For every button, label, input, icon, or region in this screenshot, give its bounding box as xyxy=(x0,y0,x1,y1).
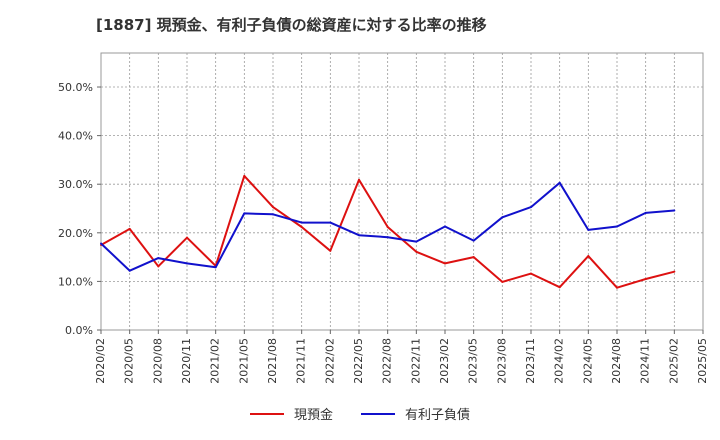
x-tick-label: 2022/11 xyxy=(409,338,422,384)
x-tick-label: 2020/02 xyxy=(94,338,107,384)
y-tick-label: 50.0% xyxy=(58,81,93,94)
data-point xyxy=(243,212,246,215)
data-point xyxy=(157,257,160,260)
x-tick-label: 2025/05 xyxy=(696,338,709,384)
x-tick-label: 2023/08 xyxy=(495,338,508,384)
x-tick-label: 2021/05 xyxy=(237,338,250,384)
data-point xyxy=(644,277,647,280)
legend-label-cash: 現預金 xyxy=(293,408,333,423)
data-point xyxy=(501,280,504,283)
data-point xyxy=(329,221,332,224)
data-point xyxy=(128,269,131,272)
data-point xyxy=(186,236,188,239)
data-point xyxy=(300,225,303,228)
data-point xyxy=(214,266,217,269)
plot-area xyxy=(100,52,704,331)
legend: 現預金 有利子負債 xyxy=(0,404,720,423)
x-tick-label: 2021/08 xyxy=(266,338,279,384)
y-tick-label: 10.0% xyxy=(58,275,93,288)
y-tick-label: 20.0% xyxy=(58,227,93,240)
x-tick-label: 2020/11 xyxy=(180,338,193,384)
chart-title: [1887] 現預金、有利子負債の総資産に対する比率の推移 xyxy=(96,16,487,34)
x-tick-label: 2024/11 xyxy=(639,338,652,384)
data-point xyxy=(415,240,418,243)
data-point xyxy=(616,225,618,228)
x-tick-label: 2024/05 xyxy=(581,338,594,384)
data-point xyxy=(587,255,590,258)
legend-item-debt: 有利子負債 xyxy=(361,404,470,423)
data-point xyxy=(128,227,131,230)
data-point xyxy=(444,225,446,228)
data-point xyxy=(386,236,389,239)
x-tick-label: 2025/02 xyxy=(667,338,680,384)
data-point xyxy=(616,286,618,289)
x-tick-label: 2021/11 xyxy=(295,338,308,384)
data-point xyxy=(501,216,504,219)
data-point xyxy=(329,249,332,252)
y-tick-label: 30.0% xyxy=(58,178,93,191)
data-point xyxy=(644,211,647,214)
legend-swatch-debt xyxy=(361,412,395,415)
data-point xyxy=(157,265,160,268)
x-tick-label: 2022/05 xyxy=(352,338,365,384)
data-point xyxy=(243,174,246,177)
x-tick-label: 2024/08 xyxy=(610,338,623,384)
x-tick-label: 2021/02 xyxy=(209,338,222,384)
x-tick-label: 2022/02 xyxy=(323,338,336,384)
y-tick-label: 0.0% xyxy=(65,324,93,337)
data-point xyxy=(673,209,676,212)
legend-label-debt: 有利子負債 xyxy=(405,408,471,423)
data-point xyxy=(300,221,303,224)
x-tick-label: 2023/11 xyxy=(524,338,537,384)
y-tick-label: 40.0% xyxy=(58,130,93,143)
data-point xyxy=(558,286,561,289)
data-point xyxy=(530,272,532,275)
x-tick-label: 2023/02 xyxy=(438,338,451,384)
data-point xyxy=(673,270,676,273)
data-point xyxy=(186,262,188,265)
x-tick-label: 2020/05 xyxy=(123,338,136,384)
data-point xyxy=(415,250,418,253)
data-point xyxy=(472,256,475,259)
data-point xyxy=(272,206,274,209)
data-point xyxy=(444,262,446,265)
x-tick-label: 2023/05 xyxy=(467,338,480,384)
legend-swatch-cash xyxy=(249,412,284,415)
data-point xyxy=(558,181,561,184)
data-point xyxy=(530,206,532,209)
data-point xyxy=(587,228,590,231)
data-point xyxy=(472,239,475,242)
legend-item-cash: 現預金 xyxy=(249,404,333,423)
data-point xyxy=(358,178,360,181)
x-tick-label: 2020/08 xyxy=(151,338,164,384)
data-point xyxy=(358,234,360,237)
data-point xyxy=(386,225,389,228)
data-point xyxy=(100,242,102,245)
data-point xyxy=(272,213,274,216)
x-tick-label: 2024/02 xyxy=(553,338,566,384)
x-tick-label: 2022/08 xyxy=(381,338,394,384)
